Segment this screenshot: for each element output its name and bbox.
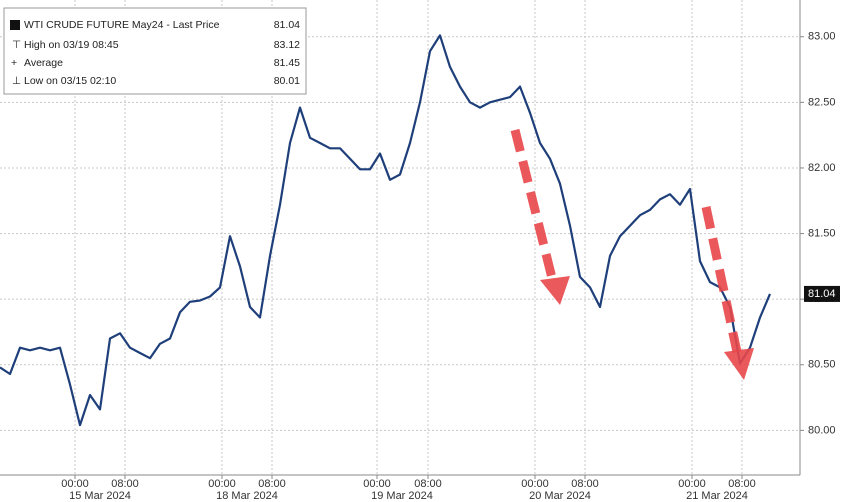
arrow-shaft: [701, 206, 742, 353]
y-tick-label: 81.50: [808, 227, 836, 239]
date-label: 15 Mar 2024: [69, 490, 131, 502]
last-price-tag: [804, 285, 840, 302]
line-layer: [0, 34, 772, 427]
legend-icon: ⊤: [12, 39, 21, 51]
legend-icon: ⊥: [12, 75, 21, 87]
legend-label: WTI CRUDE FUTURE May24 - Last Price: [24, 19, 220, 31]
x-tick-label: 00:00: [61, 478, 89, 490]
x-tick-label: 00:00: [678, 478, 706, 490]
x-tick-label: 00:00: [363, 478, 391, 490]
legend-value: 81.45: [274, 57, 300, 69]
legend-box: [3, 7, 307, 95]
x-tick-label: 00:00: [208, 478, 236, 490]
x-tick-label: 08:00: [111, 478, 139, 490]
x-tick-label: 08:00: [414, 478, 442, 490]
legend-value: 81.04: [274, 19, 300, 31]
legend-value: 80.01: [274, 75, 300, 87]
date-label: 19 Mar 2024: [371, 490, 433, 502]
legend-icon: +: [11, 57, 17, 69]
legend-label: Average: [24, 57, 63, 69]
y-tick-label: 80.00: [808, 424, 836, 436]
legend-label: High on 03/19 08:45: [24, 39, 119, 51]
grid-layer: [0, 0, 800, 475]
legend: WTI CRUDE FUTURE May24 - Last Price 81.0…: [3, 7, 307, 95]
date-label: 20 Mar 2024: [529, 490, 591, 502]
arrow-shaft: [510, 128, 557, 280]
last-price-label: 81.04: [808, 288, 836, 300]
y-tick-label: 82.50: [808, 96, 836, 108]
date-label: 21 Mar 2024: [686, 490, 748, 502]
arrow-head: [540, 276, 570, 305]
x-tick-label: 08:00: [571, 478, 599, 490]
arrow-head: [724, 348, 754, 380]
legend-swatch: [10, 20, 20, 30]
price-line: [0, 34, 772, 427]
x-tick-label: 08:00: [728, 478, 756, 490]
legend-value: 83.12: [274, 39, 300, 51]
x-tick-label: 00:00: [521, 478, 549, 490]
date-label: 18 Mar 2024: [216, 490, 278, 502]
x-tick-label: 08:00: [258, 478, 286, 490]
y-tick-label: 83.00: [808, 31, 836, 43]
y-tick-label: 80.50: [808, 359, 836, 371]
annotation-arrows: [510, 128, 754, 380]
legend-label: Low on 03/15 02:10: [24, 75, 116, 87]
y-tick-label: 82.00: [808, 162, 836, 174]
